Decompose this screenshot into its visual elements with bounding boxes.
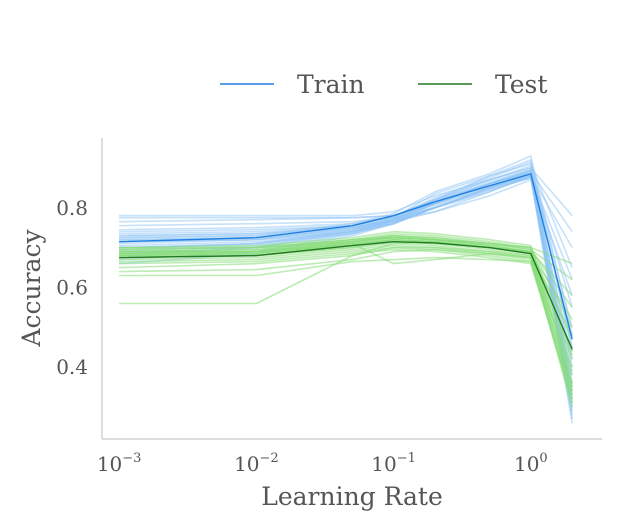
test-run-line-17 — [119, 248, 573, 408]
y-tick-labels: 0.4 0.6 0.8 — [56, 196, 88, 379]
train-run-line-11 — [119, 171, 573, 392]
train-run-line-12 — [119, 175, 573, 396]
train-run-line-23 — [119, 179, 573, 296]
train-run-line-16 — [119, 175, 573, 412]
train-run-line-7 — [119, 175, 573, 360]
train-run-line-22 — [119, 161, 573, 388]
test-run-line-15 — [119, 248, 573, 400]
train-mean-line — [119, 173, 573, 340]
y-tick-label-0: 0.4 — [56, 355, 88, 379]
x-tick-label-2: 10−1 — [371, 451, 416, 476]
x-axis-label: Learning Rate — [261, 482, 443, 511]
axes — [101, 138, 602, 440]
test-run-line-19 — [119, 240, 573, 392]
train-legend-label: Train — [297, 70, 365, 99]
train-run-line-15 — [119, 171, 573, 408]
train-run-line-17 — [119, 169, 573, 416]
test-run-line-22 — [119, 236, 573, 356]
test-run-line-13 — [119, 244, 573, 392]
train-run-line-19 — [119, 177, 573, 424]
test-run-line-14 — [119, 246, 573, 396]
y-tick-label-2: 0.8 — [56, 196, 88, 220]
x-tick-label-0: 10−3 — [97, 451, 142, 476]
x-tick-label-3: 100 — [514, 451, 548, 476]
test-run-line-20 — [119, 230, 573, 384]
train-run-line-9 — [119, 173, 573, 376]
train-run-line-13 — [119, 167, 573, 400]
train-run-line-18 — [119, 173, 573, 420]
test-run-line-21 — [119, 242, 573, 372]
x-tick-label-1: 10−2 — [234, 451, 279, 476]
x-tick-labels: 10−3 10−2 10−1 100 — [97, 451, 548, 476]
test-run-line-16 — [119, 246, 573, 404]
test-run-line-18 — [119, 256, 573, 400]
train-run-line-24 — [119, 163, 573, 268]
y-tick-label-1: 0.6 — [56, 276, 88, 300]
train-run-line-10 — [119, 177, 573, 384]
train-run-line-8 — [119, 169, 573, 368]
y-axis-label: Accuracy — [17, 229, 46, 348]
test-mean-line — [119, 240, 573, 350]
test-legend-label: Test — [495, 70, 547, 99]
legend: Train Test — [220, 70, 547, 99]
mean-lines — [119, 173, 573, 350]
train-run-line-21 — [119, 155, 573, 336]
train-run-line-14 — [119, 177, 573, 404]
individual-runs — [119, 155, 573, 424]
